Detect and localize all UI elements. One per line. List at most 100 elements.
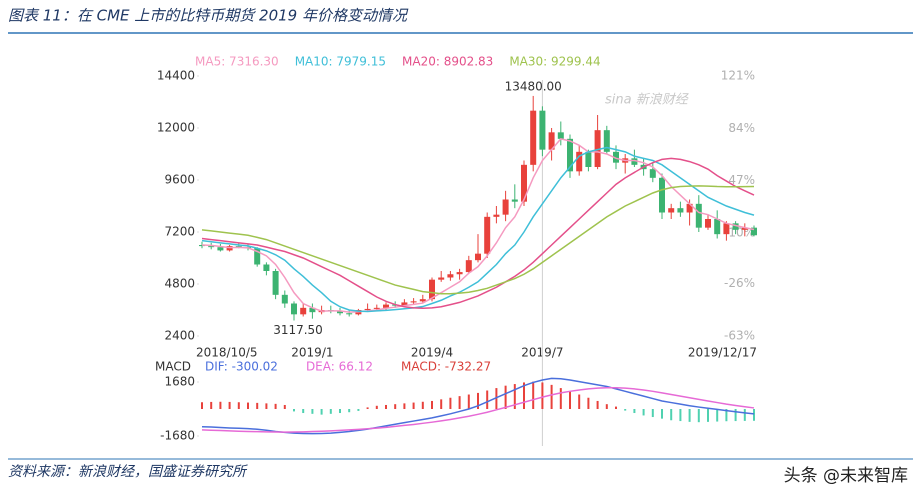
y-tick-label: 14400 bbox=[157, 69, 195, 83]
candle-body bbox=[539, 110, 546, 150]
macd-bar bbox=[633, 409, 636, 414]
candle-body bbox=[723, 223, 730, 235]
ma-line bbox=[201, 146, 755, 313]
macd-bar bbox=[228, 401, 231, 409]
x-tick-label: 2019/1 bbox=[291, 346, 333, 360]
candle-body bbox=[364, 308, 371, 310]
macd-bar bbox=[357, 409, 360, 411]
macd-bar bbox=[431, 400, 433, 409]
y2-tick-label: 84% bbox=[728, 121, 755, 135]
source: 资料来源：新浪财经，国盛证券研究所 bbox=[8, 464, 248, 480]
legend-entry: MA20: 8902.83 bbox=[402, 55, 493, 69]
macd-bar bbox=[578, 394, 581, 409]
candle-body bbox=[603, 130, 610, 152]
candle-body bbox=[751, 227, 757, 236]
macd-bar bbox=[615, 406, 617, 409]
macd-bar bbox=[247, 402, 249, 409]
macd-bar bbox=[716, 409, 719, 422]
macd-bar bbox=[559, 388, 562, 409]
macd-bar bbox=[348, 409, 351, 413]
macd-bar bbox=[679, 409, 682, 422]
macd-bar bbox=[394, 404, 397, 409]
ma-line bbox=[201, 137, 755, 313]
macd-bar bbox=[219, 401, 222, 409]
candle-body bbox=[594, 130, 601, 167]
watermark: sina 新浪财经 bbox=[605, 92, 690, 108]
macd-bar bbox=[605, 404, 608, 409]
macd-bar bbox=[283, 404, 286, 409]
candle-body bbox=[291, 303, 297, 315]
candle-body bbox=[309, 307, 316, 313]
y2-tick-label: 47% bbox=[728, 173, 755, 187]
macd-bar bbox=[375, 405, 378, 409]
macd-bar bbox=[201, 402, 203, 409]
y2-tick-label: 121% bbox=[721, 69, 755, 83]
candle-body bbox=[521, 164, 527, 202]
candle-body bbox=[705, 219, 711, 228]
candle-body bbox=[401, 302, 408, 306]
candle-body bbox=[373, 307, 380, 309]
macd-bar bbox=[449, 397, 452, 409]
macd-bar bbox=[753, 409, 755, 421]
legend-entry: MA30: 9299.44 bbox=[509, 55, 600, 69]
candle-body bbox=[419, 299, 426, 302]
candle-body bbox=[447, 274, 454, 278]
candle-body bbox=[585, 151, 592, 167]
low-label: 3117.50 bbox=[273, 323, 323, 337]
macd-line bbox=[201, 377, 755, 435]
y2-tick-label: -63% bbox=[724, 329, 755, 343]
macd-bar bbox=[569, 391, 571, 409]
candle-body bbox=[235, 246, 242, 248]
macd-bar bbox=[302, 409, 305, 414]
candle-body bbox=[438, 277, 445, 280]
macd-bar bbox=[504, 385, 507, 409]
macd-bar bbox=[440, 399, 443, 409]
candle-body bbox=[668, 208, 675, 213]
macd-bar bbox=[697, 409, 700, 423]
macd-bar bbox=[403, 403, 406, 409]
macd-bar bbox=[541, 382, 544, 409]
macd-bar bbox=[412, 402, 415, 409]
macd-bar bbox=[624, 409, 627, 411]
legend-entry: DEA: 66.12 bbox=[306, 360, 373, 374]
candle-body bbox=[659, 177, 665, 213]
candle-body bbox=[475, 253, 481, 261]
candle-body bbox=[557, 132, 564, 139]
legend-entry: MACD: -732.27 bbox=[401, 360, 491, 374]
macd-bar bbox=[550, 384, 553, 409]
ma-line bbox=[201, 157, 755, 310]
high-label: 13480.00 bbox=[505, 79, 562, 93]
legend-entry: DIF: -300.02 bbox=[205, 360, 278, 374]
macd-bar bbox=[651, 409, 654, 418]
macd-bar bbox=[293, 409, 295, 412]
candle-body bbox=[337, 311, 343, 314]
candle-body bbox=[383, 304, 389, 308]
macd-bar bbox=[339, 409, 341, 414]
macd-bar bbox=[385, 404, 387, 409]
macd-bar bbox=[670, 409, 673, 421]
legend-entry: MA10: 7979.15 bbox=[295, 55, 386, 69]
macd-bar bbox=[513, 384, 516, 409]
candle-body bbox=[714, 219, 721, 235]
candle-body bbox=[502, 199, 509, 215]
y-tick-label: -1680 bbox=[160, 429, 195, 443]
macd-bar bbox=[661, 409, 663, 419]
y-tick-label: 4800 bbox=[164, 277, 195, 291]
macd-bar bbox=[523, 382, 525, 409]
macd-bar bbox=[274, 403, 277, 409]
macd-bar bbox=[596, 400, 599, 409]
macd-line bbox=[201, 387, 755, 433]
candle-body bbox=[410, 301, 417, 303]
macd-bar bbox=[587, 397, 590, 409]
candle-body bbox=[429, 279, 435, 300]
macd-bar bbox=[743, 409, 746, 421]
y-tick-label: 7200 bbox=[164, 225, 195, 239]
macd-bar bbox=[532, 381, 535, 409]
page-title: 图表 11：在 CME 上市的比特币期货 2019 年价格变动情况 bbox=[8, 7, 409, 25]
candle-body bbox=[530, 110, 537, 165]
panel-title: MACD bbox=[155, 360, 191, 374]
candle-body bbox=[456, 272, 463, 275]
ma-line bbox=[201, 185, 755, 295]
macd-bar bbox=[366, 407, 369, 409]
